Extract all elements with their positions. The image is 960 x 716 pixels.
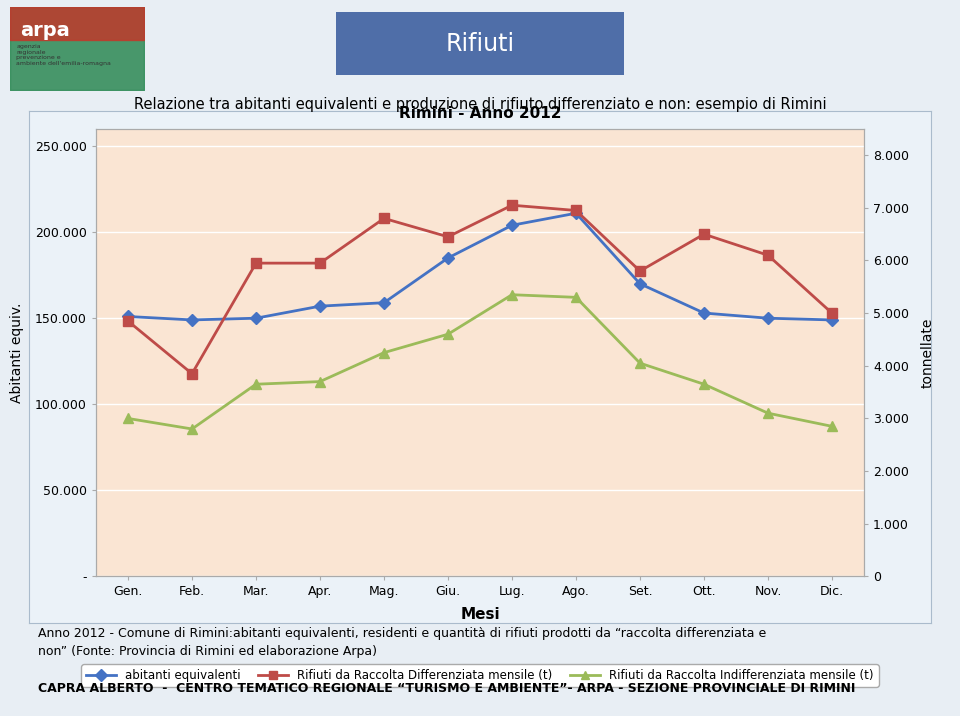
Line: abitanti equivalenti: abitanti equivalenti [124, 209, 836, 324]
Rifiuti da Raccolta Indifferenziata mensile (t) [251, 380, 262, 389]
Text: arpa: arpa [20, 21, 70, 39]
abitanti equivalenti [506, 221, 517, 230]
Rifiuti da Raccolta Differenziata mensile (t) [122, 316, 133, 325]
Rifiuti da Raccolta Indifferenziata mensile (t) [506, 291, 517, 299]
Text: Rifiuti: Rifiuti [445, 32, 515, 56]
Rifiuti da Raccolta Differenziata mensile (t) [314, 258, 325, 267]
Rifiuti da Raccolta Differenziata mensile (t) [570, 206, 582, 215]
Line: Rifiuti da Raccolta Indifferenziata mensile (t): Rifiuti da Raccolta Indifferenziata mens… [123, 290, 837, 434]
abitanti equivalenti [827, 316, 838, 324]
Rifiuti da Raccolta Differenziata mensile (t) [443, 233, 454, 241]
abitanti equivalenti [186, 316, 198, 324]
Y-axis label: tonnellate: tonnellate [920, 317, 934, 388]
Rifiuti da Raccolta Indifferenziata mensile (t) [570, 293, 582, 301]
Rifiuti da Raccolta Differenziata mensile (t) [186, 369, 198, 378]
Text: agenzia
regionale
prevenzione e
ambiente dell'emilia-romagna: agenzia regionale prevenzione e ambiente… [16, 44, 111, 66]
Rifiuti da Raccolta Indifferenziata mensile (t) [122, 414, 133, 422]
abitanti equivalenti [635, 279, 646, 288]
Rifiuti da Raccolta Differenziata mensile (t) [251, 258, 262, 267]
abitanti equivalenti [570, 209, 582, 218]
Line: Rifiuti da Raccolta Differenziata mensile (t): Rifiuti da Raccolta Differenziata mensil… [123, 200, 837, 379]
Rifiuti da Raccolta Differenziata mensile (t) [762, 251, 774, 259]
Y-axis label: Abitanti equiv.: Abitanti equiv. [10, 302, 24, 403]
Title: Rimini - Anno 2012: Rimini - Anno 2012 [398, 106, 562, 121]
Rifiuti da Raccolta Indifferenziata mensile (t) [827, 422, 838, 430]
Rifiuti da Raccolta Indifferenziata mensile (t) [698, 380, 709, 389]
Rifiuti da Raccolta Indifferenziata mensile (t) [443, 330, 454, 339]
Legend: abitanti equivalenti, Rifiuti da Raccolta Differenziata mensile (t), Rifiuti da : abitanti equivalenti, Rifiuti da Raccolt… [82, 664, 878, 687]
Rifiuti da Raccolta Indifferenziata mensile (t) [314, 377, 325, 386]
abitanti equivalenti [762, 314, 774, 322]
abitanti equivalenti [378, 299, 390, 307]
Rifiuti da Raccolta Differenziata mensile (t) [506, 201, 517, 210]
Text: Anno 2012 - Comune di Rimini:abitanti equivalenti, residenti e quantità di rifiu: Anno 2012 - Comune di Rimini:abitanti eq… [38, 627, 767, 640]
Rifiuti da Raccolta Indifferenziata mensile (t) [762, 409, 774, 417]
abitanti equivalenti [251, 314, 262, 322]
Rifiuti da Raccolta Differenziata mensile (t) [698, 230, 709, 238]
Text: CAPRA ALBERTO  -  CENTRO TEMATICO REGIONALE “TURISMO E AMBIENTE”- ARPA - SEZIONE: CAPRA ALBERTO - CENTRO TEMATICO REGIONAL… [38, 682, 855, 695]
Rifiuti da Raccolta Differenziata mensile (t) [635, 267, 646, 276]
Rifiuti da Raccolta Indifferenziata mensile (t) [635, 359, 646, 367]
abitanti equivalenti [314, 302, 325, 311]
abitanti equivalenti [122, 312, 133, 321]
abitanti equivalenti [698, 309, 709, 317]
X-axis label: Mesi: Mesi [460, 606, 500, 621]
Rifiuti da Raccolta Indifferenziata mensile (t) [378, 348, 390, 357]
Text: Relazione tra abitanti equivalenti e produzione di rifiuto differenziato e non: : Relazione tra abitanti equivalenti e pro… [133, 97, 827, 112]
Rifiuti da Raccolta Indifferenziata mensile (t) [186, 425, 198, 433]
Rifiuti da Raccolta Differenziata mensile (t) [827, 309, 838, 317]
Rifiuti da Raccolta Differenziata mensile (t) [378, 214, 390, 223]
abitanti equivalenti [443, 253, 454, 262]
Text: non” (Fonte: Provincia di Rimini ed elaborazione Arpa): non” (Fonte: Provincia di Rimini ed elab… [38, 645, 377, 658]
